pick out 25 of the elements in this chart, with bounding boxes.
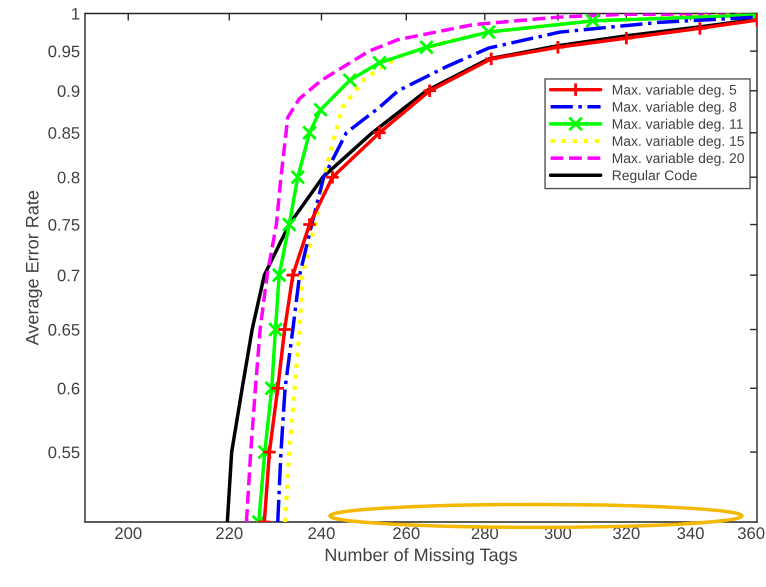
- legend-label: Max. variable deg. 5: [612, 84, 736, 98]
- x-tick-label: 220: [216, 527, 243, 540]
- legend-label: Max. variable deg. 11: [612, 118, 743, 132]
- x-axis-title: Number of Missing Tags: [326, 548, 518, 565]
- y-tick-label: 0.55: [48, 446, 80, 458]
- legend-label: Regular Code: [612, 170, 697, 183]
- legend-label: Max. variable deg. 20: [612, 152, 744, 166]
- y-tick-label: 0.6: [58, 382, 80, 394]
- y-tick-label: 0.7: [58, 270, 80, 282]
- y-tick-label: 0.65: [48, 324, 80, 336]
- x-tick-label: 360: [738, 527, 764, 540]
- y-tick-label: 1: [72, 8, 80, 20]
- x-tick-label: 320: [613, 527, 640, 540]
- legend-label: Max. variable deg. 8: [612, 102, 736, 115]
- legend-label: Max. variable deg. 15: [612, 136, 744, 149]
- y-tick-label: 0.75: [48, 218, 80, 231]
- x-tick-label: 260: [393, 527, 420, 540]
- x-tick-label: 340: [677, 527, 704, 540]
- y-tick-label: 0.95: [48, 46, 80, 58]
- y-tick-label: 0.8: [58, 172, 80, 184]
- y-axis-title: Average Error Rate: [26, 190, 42, 346]
- x-tick-label: 240: [308, 527, 335, 540]
- y-tick-label: 0.9: [58, 85, 80, 97]
- y-tick-label: 0.85: [48, 127, 80, 139]
- x-tick-label: 200: [115, 527, 142, 540]
